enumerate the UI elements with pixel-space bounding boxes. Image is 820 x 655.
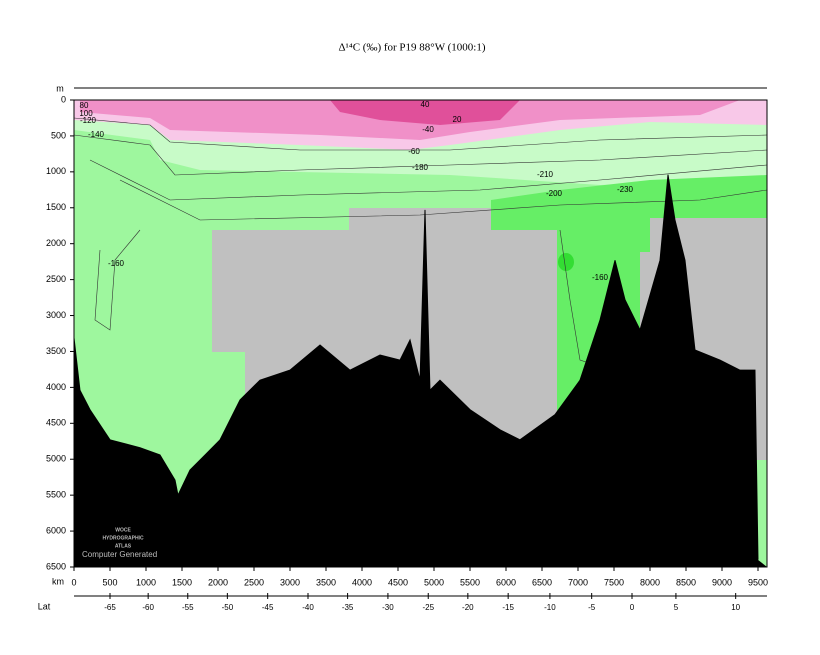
x-tick-label: 2500	[244, 577, 264, 587]
lat-tick-label: -10	[544, 603, 556, 612]
contour-line	[89, 159, 768, 201]
watermark: WOCE	[115, 527, 131, 533]
contour-line	[94, 229, 141, 331]
y-tick-label: 500	[51, 130, 66, 140]
contour-label: -160	[108, 259, 125, 268]
y-tick-label: 2000	[46, 238, 66, 248]
x-tick-label: 5000	[424, 577, 444, 587]
field-band	[330, 100, 520, 125]
x-tick-label: 4000	[352, 577, 372, 587]
lat-tick-label: -50	[222, 603, 234, 612]
lat-tick-label: -25	[422, 603, 434, 612]
lat-tick-label: -30	[382, 603, 394, 612]
contour-label: -210	[537, 170, 554, 179]
x-tick-label: 6000	[496, 577, 516, 587]
y-tick-label: 1500	[46, 202, 66, 212]
y-tick-label: 1000	[46, 166, 66, 176]
field-patch	[558, 253, 574, 271]
lat-tick-label: -40	[302, 603, 314, 612]
plot-area	[73, 100, 768, 567]
x-tick-label: 0	[71, 577, 76, 587]
y-tick-label: 5500	[46, 490, 66, 500]
x-tick-label: 3500	[316, 577, 336, 587]
x-tick-label: 7000	[568, 577, 588, 587]
chart-title: Δ¹⁴C (‰) for P19 88°W (1000:1)	[338, 42, 485, 54]
contour-line	[73, 117, 768, 151]
lat-tick-label: 0	[630, 603, 635, 612]
contour-label: 20	[453, 115, 462, 124]
x-tick-label: 4500	[388, 577, 408, 587]
watermark: HYDROGRAPHIC	[102, 535, 144, 541]
lat-axis-label: Lat	[38, 601, 51, 611]
lat-tick-label: -45	[262, 603, 274, 612]
x-tick-label: 2000	[208, 577, 228, 587]
x-tick-label: 8500	[676, 577, 696, 587]
y-tick-label: 2500	[46, 274, 66, 284]
x-tick-label: 9000	[712, 577, 732, 587]
plot-frame	[73, 99, 768, 568]
y-tick-label: 5000	[46, 454, 66, 464]
x-tick-label: 3000	[280, 577, 300, 587]
watermark: ATLAS	[115, 543, 132, 549]
credit: Computer Generated	[82, 550, 157, 559]
y-tick-label: 3000	[46, 310, 66, 320]
lat-tick-label: -65	[104, 603, 116, 612]
contour-label: 100	[79, 109, 93, 118]
bottom-line	[73, 174, 759, 560]
lat-tick-label: -15	[502, 603, 514, 612]
x-tick-label: 6500	[532, 577, 552, 587]
x-tick-label: 1000	[136, 577, 156, 587]
y-tick-label: 6000	[46, 525, 66, 535]
lat-tick-label: 5	[674, 603, 679, 612]
contour-label: 80	[80, 101, 89, 110]
x-tick-label: 5500	[460, 577, 480, 587]
contour-label: 40	[421, 100, 430, 109]
lat-tick-label: -55	[182, 603, 194, 612]
x-axis-label: km	[52, 576, 64, 586]
x-tick-label: 1500	[172, 577, 192, 587]
y-tick-label: 6500	[46, 561, 66, 571]
contour-label: -200	[546, 189, 563, 198]
y-tick-label: 3500	[46, 346, 66, 356]
contour-label: -180	[412, 163, 429, 172]
x-tick-label: 9500	[748, 577, 768, 587]
contour-label: -60	[408, 147, 420, 156]
contour-label: -120	[80, 116, 97, 125]
y-tick-label: 4000	[46, 382, 66, 392]
x-tick-label: 7500	[604, 577, 624, 587]
contour-label: -140	[88, 130, 105, 139]
contour-label: -230	[617, 185, 634, 194]
field-band	[491, 175, 767, 430]
lat-tick-label: 10	[731, 603, 740, 612]
lat-tick-label: -60	[142, 603, 154, 612]
lat-tick-label: -5	[588, 603, 596, 612]
x-tick-label: 500	[102, 577, 117, 587]
y-tick-label: 4500	[46, 418, 66, 428]
y-tick-label: 0	[61, 94, 66, 104]
lat-tick-label: -35	[342, 603, 354, 612]
contour-line	[119, 179, 768, 221]
contour-line	[73, 134, 768, 176]
y-axis-label: m	[56, 83, 64, 93]
contour-label: -160	[592, 273, 609, 282]
lat-tick-label: -20	[462, 603, 474, 612]
x-tick-label: 8000	[640, 577, 660, 587]
contour-label: -40	[422, 125, 434, 134]
